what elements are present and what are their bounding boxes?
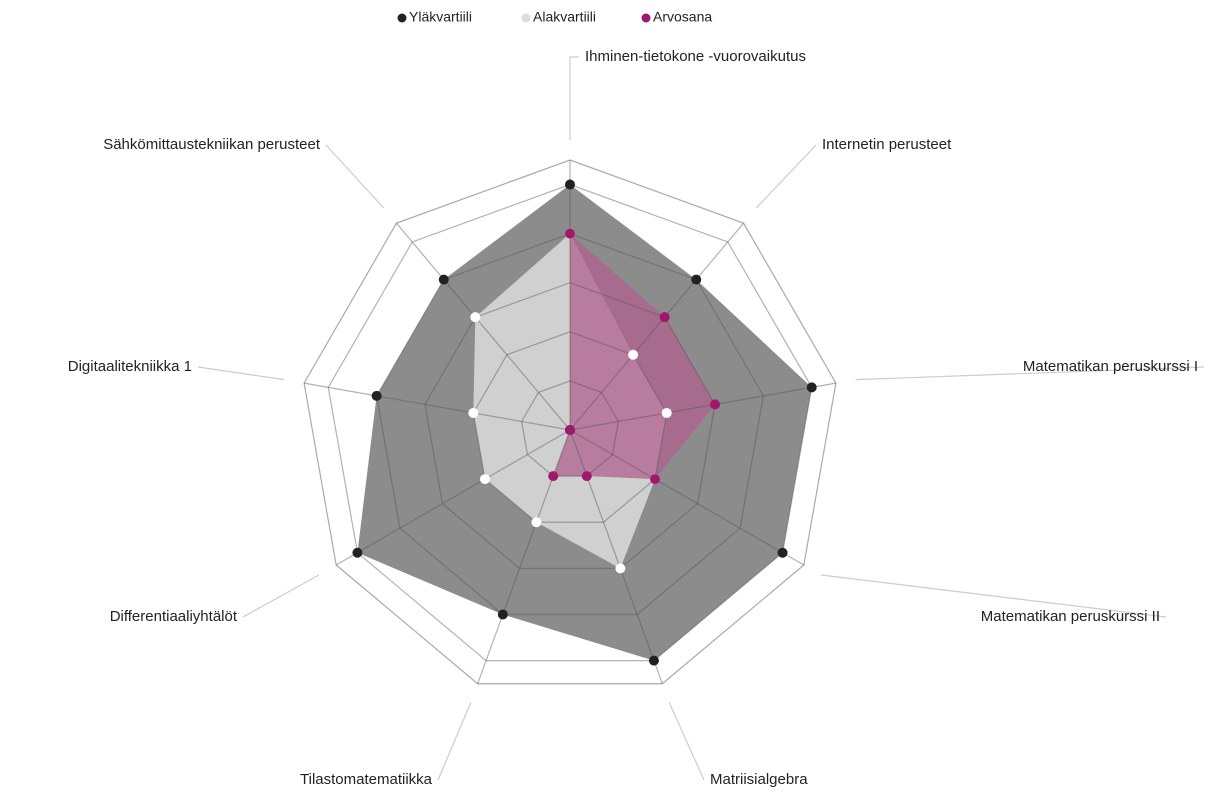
- leader-line: [325, 144, 385, 209]
- frame: [303, 159, 837, 685]
- data-point: [531, 517, 542, 528]
- category-label: Matriisialgebra: [710, 771, 808, 788]
- leader-line: [755, 144, 817, 209]
- category-label: Digitaalitekniikka 1: [68, 358, 192, 375]
- grid-ring: [472, 331, 668, 523]
- data-point: [565, 425, 575, 435]
- grid-ring: [327, 183, 813, 662]
- category-label: Internetin perusteet: [822, 136, 952, 153]
- category-label: Sähkömittaustekniikan perusteet: [103, 136, 321, 153]
- leader-line: [569, 56, 579, 140]
- data-point: [371, 390, 382, 401]
- leader-line: [242, 574, 320, 618]
- leader-line: [437, 702, 472, 781]
- leader-line: [821, 574, 1167, 618]
- data-point: [628, 349, 639, 360]
- axis-line: [569, 429, 805, 566]
- data-point: [661, 407, 672, 418]
- axis-line: [569, 382, 837, 431]
- category-label: Matematikan peruskurssi II: [981, 608, 1160, 625]
- data-point: [659, 312, 670, 323]
- legend-swatch: [397, 13, 407, 23]
- grid-ring: [375, 232, 765, 616]
- category-label: Differentiaaliyhtälöt: [110, 608, 238, 625]
- axis-line: [303, 382, 571, 431]
- category-label: Ihminen-tietokone -vuorovaikutus: [585, 48, 806, 65]
- category-label: Tilastomatematiikka: [300, 771, 433, 788]
- leader-line: [855, 366, 1205, 381]
- data-point: [479, 474, 490, 485]
- axis-line: [335, 429, 571, 566]
- data-point: [565, 179, 575, 190]
- legend-swatch: [641, 13, 651, 23]
- axis-line: [395, 222, 571, 431]
- data-point: [470, 312, 481, 323]
- data-point: [806, 382, 817, 393]
- leader-line: [197, 366, 285, 381]
- data-point: [650, 474, 661, 485]
- data-point: [565, 228, 575, 239]
- leader-line: [668, 702, 705, 781]
- data-point: [777, 547, 788, 558]
- data-point: [691, 274, 702, 285]
- grid-ring: [521, 380, 619, 477]
- legend-swatch: [521, 13, 531, 23]
- data-point: [710, 399, 721, 410]
- data-point: [352, 547, 363, 558]
- axis-line: [569, 222, 745, 431]
- data-point: [615, 563, 626, 574]
- legend-label: Alakvartiili: [533, 9, 596, 25]
- data-point: [468, 407, 479, 418]
- grid-ring: [424, 282, 716, 569]
- category-label: Matematikan peruskurssi I: [1023, 358, 1198, 375]
- data-point: [497, 609, 508, 620]
- legend-label: Yläkvartiili: [409, 9, 472, 25]
- data-point: [581, 471, 592, 482]
- data-point: [438, 274, 449, 285]
- data-point: [648, 655, 659, 666]
- legend-label: Arvosana: [653, 9, 712, 25]
- data-point: [548, 471, 559, 482]
